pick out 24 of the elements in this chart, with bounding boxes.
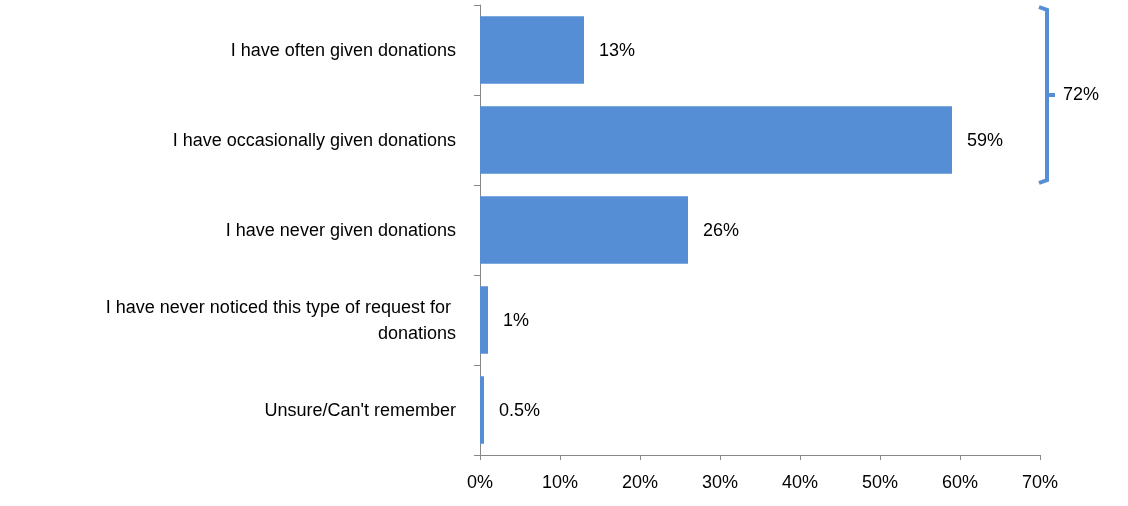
y-tick-label: I have never given donations bbox=[225, 220, 456, 240]
x-tick-label: 50% bbox=[861, 472, 899, 492]
data-label: 13% bbox=[599, 40, 636, 60]
bar bbox=[480, 106, 952, 174]
data-label: 26% bbox=[703, 220, 740, 240]
y-tick-label: Unsure/Can't remember bbox=[264, 400, 456, 420]
x-tick-label: 30% bbox=[701, 472, 739, 492]
data-label: 59% bbox=[967, 130, 1004, 150]
x-tick-label: 10% bbox=[541, 472, 579, 492]
bar bbox=[480, 376, 484, 444]
x-tick-label: 60% bbox=[941, 472, 979, 492]
x-tick-label: 70% bbox=[1021, 472, 1059, 492]
y-tick-label: I have never noticed this type of request for donations bbox=[105, 297, 456, 343]
data-label: 0.5% bbox=[499, 400, 541, 420]
text: 72% bbox=[1063, 84, 1100, 105]
x-tick-label: 40% bbox=[781, 472, 819, 492]
bar bbox=[480, 196, 688, 264]
y-tick-label: I have occasionally given donations bbox=[172, 130, 456, 150]
data-label: 1% bbox=[503, 310, 530, 330]
x-tick-label: 0% bbox=[466, 472, 494, 492]
bar bbox=[480, 286, 488, 354]
y-tick-label: I have often given donations bbox=[230, 40, 456, 60]
x-tick-label: 20% bbox=[621, 472, 659, 492]
bar bbox=[480, 16, 584, 84]
